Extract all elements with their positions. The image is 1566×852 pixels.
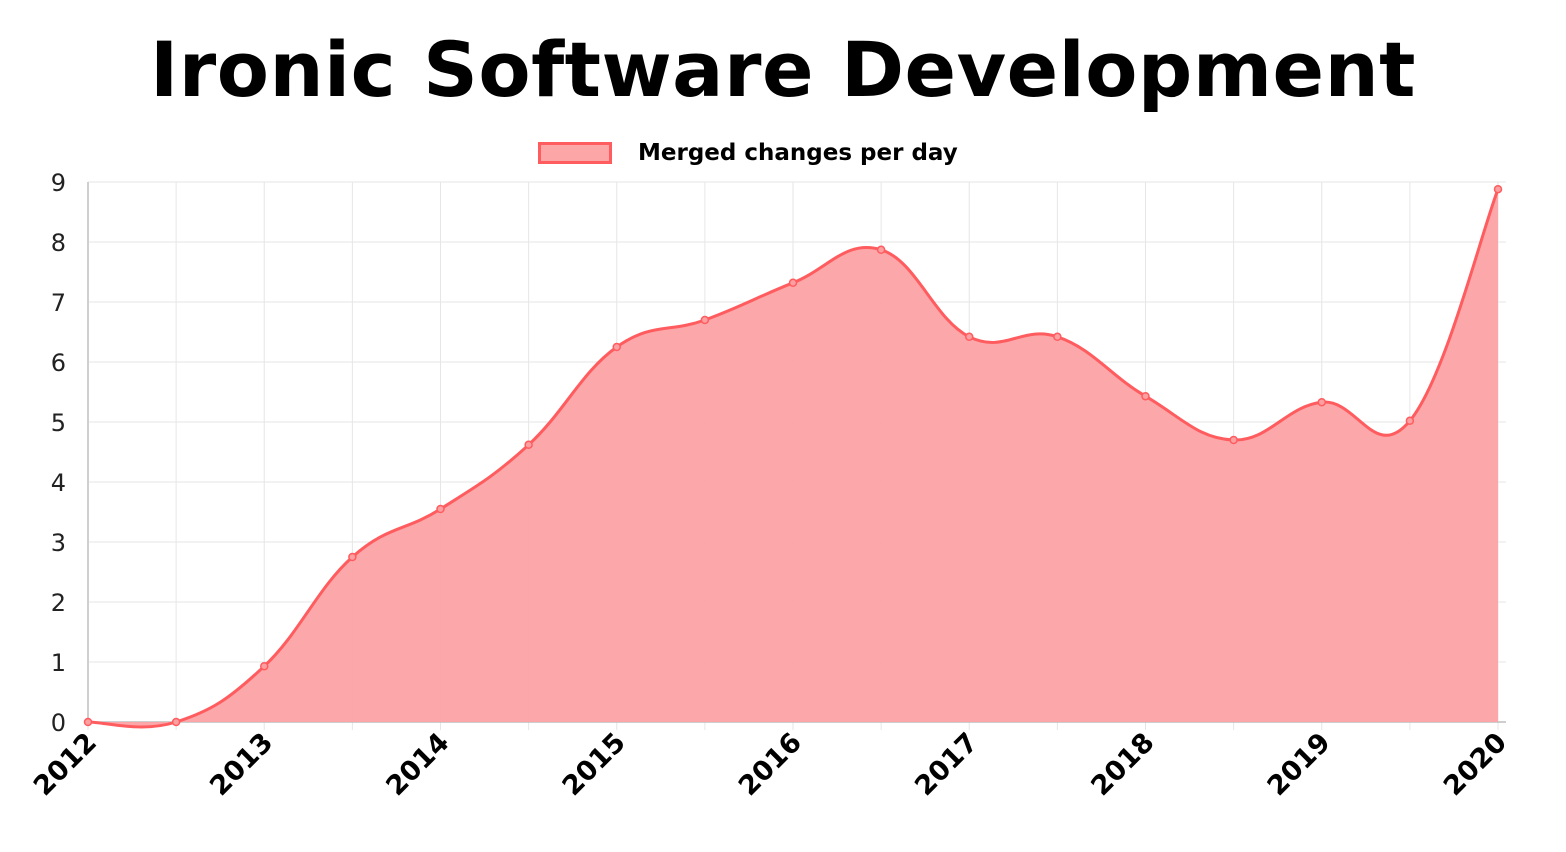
legend[interactable]: Merged changes per day	[538, 138, 958, 168]
data-point	[700, 315, 710, 325]
y-tick-label: 4	[51, 469, 66, 497]
x-tick-label: 2017	[909, 727, 984, 802]
x-tick-label: 2019	[1262, 727, 1337, 802]
plot-area	[87, 188, 1500, 729]
x-axis-ticks: 2012 2013 2014 2015 2016 2017 2018 2019 2020	[28, 727, 1513, 802]
data-point	[171, 717, 181, 727]
x-tick: 2017	[909, 727, 984, 802]
data-point	[788, 278, 798, 288]
data-point	[436, 504, 445, 514]
data-point	[1317, 397, 1326, 407]
data-point	[612, 342, 621, 352]
data-points	[83, 184, 1503, 727]
x-tick-label: 2012	[28, 727, 103, 802]
x-tick: 2015	[557, 727, 632, 802]
y-tick-label: 2	[51, 589, 66, 617]
y-tick-label: 1	[51, 649, 66, 677]
x-tick-label: 2014	[380, 727, 455, 802]
data-point	[1405, 416, 1415, 426]
y-tick-label: 3	[51, 529, 66, 557]
x-tick-label: 2013	[204, 727, 279, 802]
y-tick-label: 9	[51, 169, 66, 197]
x-tick: 2014	[380, 727, 455, 802]
data-point	[876, 245, 886, 255]
x-tick: 2012	[28, 727, 103, 802]
legend-swatch	[538, 142, 612, 164]
x-tick: 2016	[733, 727, 808, 802]
x-tick-label: 2016	[733, 727, 808, 802]
data-point	[1493, 184, 1503, 194]
y-tick-label: 8	[51, 229, 66, 257]
series-area-fill	[88, 189, 1498, 727]
data-point	[524, 440, 533, 450]
y-tick-label: 0	[51, 709, 66, 737]
series-line	[87, 188, 1500, 729]
x-tick: 2018	[1085, 727, 1160, 802]
legend-label: Merged changes per day	[638, 140, 958, 166]
data-point	[260, 661, 269, 671]
x-tick: 2013	[204, 727, 279, 802]
x-tick: 2019	[1262, 727, 1337, 802]
chart-title: Ironic Software Development	[149, 25, 1416, 114]
data-point	[1229, 435, 1238, 445]
data-point	[1053, 332, 1062, 342]
y-tick-label: 6	[51, 349, 66, 377]
x-tick-label: 2020	[1438, 727, 1513, 802]
data-point	[1141, 391, 1150, 401]
y-axis-ticks: 0 1 2 3 4 5 6 7 8 9	[51, 169, 66, 737]
y-tick-label: 7	[51, 289, 66, 317]
data-point	[348, 552, 357, 562]
data-point	[965, 332, 974, 342]
y-tick-label: 5	[51, 409, 66, 437]
x-tick-label: 2018	[1085, 727, 1160, 802]
x-tick: 2020	[1438, 727, 1513, 802]
data-point	[83, 717, 93, 727]
x-tick-label: 2015	[557, 727, 632, 802]
